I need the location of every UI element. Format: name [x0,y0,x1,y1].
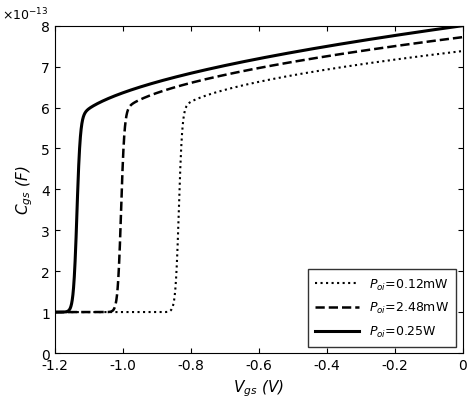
$P_{oi}$=0.25W [208,67,213,72]
$P_{oi}$=2.48mW [52,310,57,315]
$P_{oi}$=0.12mW [52,310,57,315]
$P_{oi}$=2.48mW [460,36,465,41]
$P_{oi}$=0.25W [387,35,393,40]
$P_{oi}$=2.48mW [317,56,323,61]
Y-axis label: $C_{gs}$ (F): $C_{gs}$ (F) [15,165,36,215]
$P_{oi}$=0.12mW [208,92,213,97]
$P_{oi}$=0.25W [356,40,362,45]
Line: $P_{oi}$=0.25W: $P_{oi}$=0.25W [55,27,463,312]
$P_{oi}$=2.48mW [126,106,132,111]
$P_{oi}$=0.25W [317,46,323,51]
$P_{oi}$=0.12mW [297,72,302,77]
$P_{oi}$=0.12mW [460,49,465,54]
$P_{oi}$=0.12mW [126,310,132,315]
Line: $P_{oi}$=2.48mW: $P_{oi}$=2.48mW [55,38,463,312]
$P_{oi}$=2.48mW [356,50,362,55]
$P_{oi}$=0.25W [126,89,132,94]
$P_{oi}$=2.48mW [387,45,393,50]
$P_{oi}$=0.12mW [317,69,323,74]
$P_{oi}$=0.25W [52,310,57,315]
X-axis label: $V_{gs}$ (V): $V_{gs}$ (V) [233,377,284,398]
$P_{oi}$=0.25W [297,49,302,54]
Text: $\times 10^{-13}$: $\times 10^{-13}$ [2,7,48,23]
$P_{oi}$=2.48mW [297,59,302,64]
Legend: $P_{oi}$=0.12mW, $P_{oi}$=2.48mW, $P_{oi}$=0.25W: $P_{oi}$=0.12mW, $P_{oi}$=2.48mW, $P_{oi… [308,269,456,347]
$P_{oi}$=0.12mW [387,59,393,64]
$P_{oi}$=0.12mW [356,63,362,68]
$P_{oi}$=2.48mW [208,77,213,81]
$P_{oi}$=0.25W [460,24,465,29]
Line: $P_{oi}$=0.12mW: $P_{oi}$=0.12mW [55,52,463,312]
